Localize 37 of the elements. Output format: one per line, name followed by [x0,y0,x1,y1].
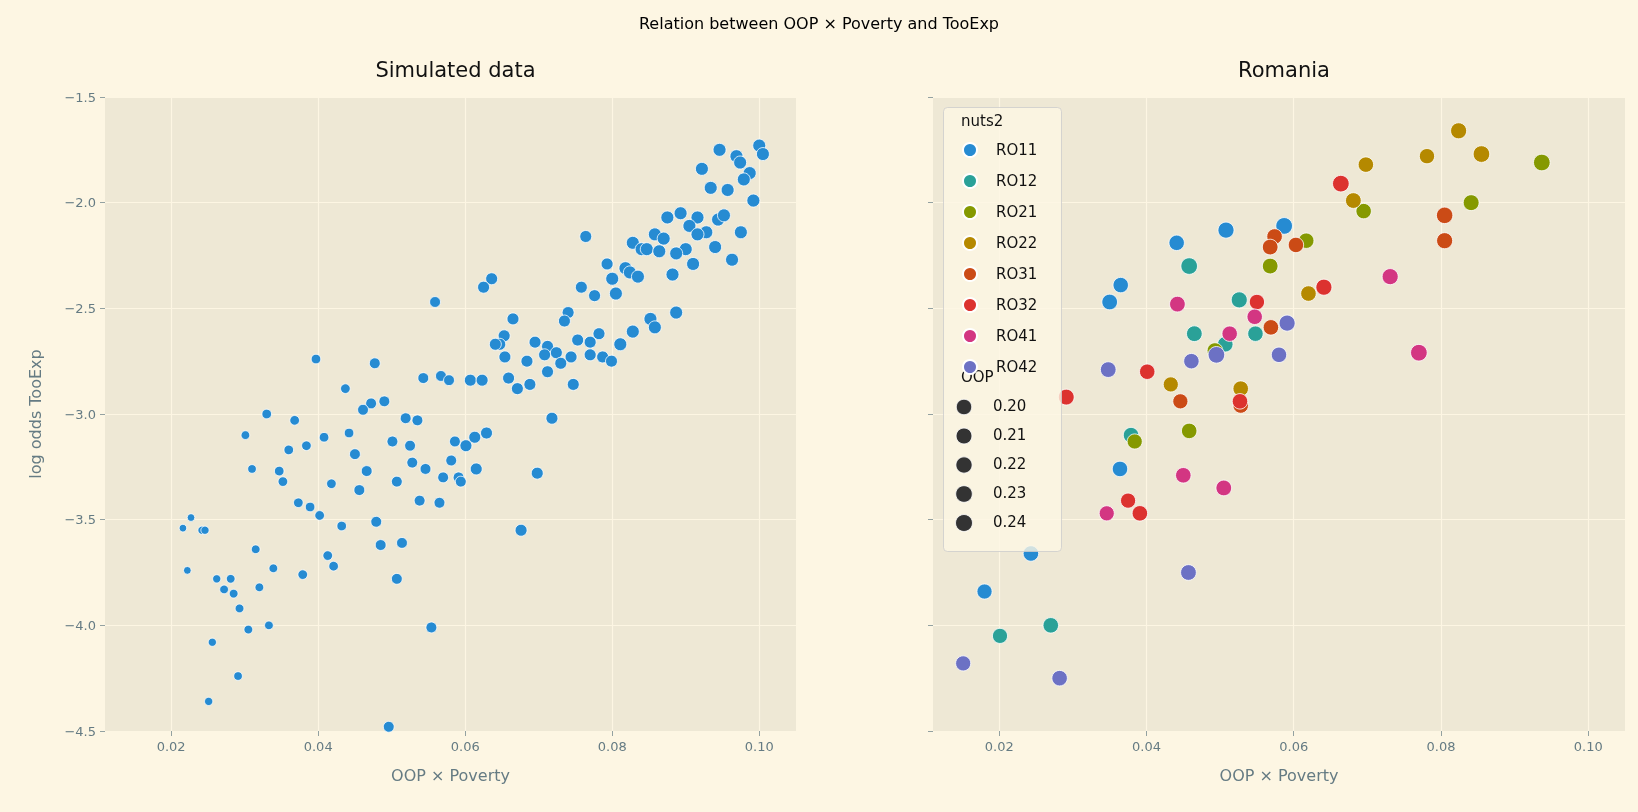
legend-label: RO22 [996,234,1038,252]
legend-label: RO41 [996,327,1038,345]
chart-title: Romania [1238,57,1330,82]
y-tick-label: −4.0 [64,617,96,633]
x-tick-label: 0.08 [597,739,627,754]
y-tick-label: −4.5 [64,723,96,739]
legend-label: RO31 [996,265,1038,283]
y-tick-label: −3.5 [64,512,96,528]
y-tick-label: −2.5 [64,300,96,316]
x-tick-label: 0.04 [303,739,333,754]
legend-label: RO42 [996,358,1038,376]
legend-label: 0.24 [993,512,1027,531]
y-tick-label: −3.0 [64,406,96,422]
x-tick-label: 0.08 [1426,739,1456,754]
y-axis-title: log odds TooExp [25,349,45,479]
x-tick-label: 0.10 [1573,739,1603,754]
y-tick-label: −1.5 [64,89,96,105]
legend-label: RO21 [996,203,1038,221]
chart-title: Simulated data [375,57,536,82]
x-tick-label: 0.06 [450,739,480,754]
x-tick-label: 0.10 [744,739,774,754]
x-axis-title: OOP × Poverty [391,765,510,785]
legend-label: RO11 [996,141,1038,159]
legend-label: 0.22 [993,454,1027,473]
x-tick-label: 0.02 [984,739,1014,754]
legend-label: 0.21 [993,425,1027,444]
x-tick-label: 0.04 [1132,739,1161,754]
legend-label: 0.23 [993,483,1027,502]
legend-label: RO12 [996,172,1038,190]
legend-label: RO32 [996,296,1038,314]
x-axis-title: OOP × Poverty [1219,765,1339,785]
legend-label: 0.20 [993,396,1027,415]
text: Relation between OOP × Poverty and TooExp [637,14,1001,33]
x-tick-label: 0.06 [1279,739,1309,754]
y-tick-label: −2.0 [64,195,96,211]
legend-title: nuts2 [961,111,1004,130]
x-tick-label: 0.02 [156,739,186,754]
